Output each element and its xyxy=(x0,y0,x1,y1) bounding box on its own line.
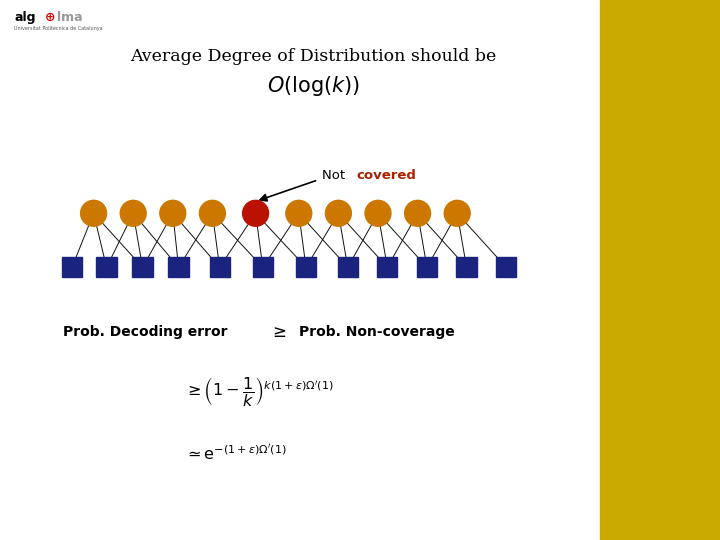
Ellipse shape xyxy=(81,200,107,226)
Bar xyxy=(168,257,189,278)
Text: alg: alg xyxy=(14,11,36,24)
Bar xyxy=(132,257,153,278)
Text: $\geq$: $\geq$ xyxy=(269,323,286,341)
Text: lma: lma xyxy=(57,11,83,24)
Bar xyxy=(456,257,477,278)
Text: covered: covered xyxy=(356,169,416,182)
Ellipse shape xyxy=(365,200,391,226)
Text: ⊕: ⊕ xyxy=(45,11,55,24)
Text: Universitat Politècnica de Catalunya: Universitat Politècnica de Catalunya xyxy=(14,25,103,31)
Ellipse shape xyxy=(286,200,312,226)
Bar xyxy=(210,257,230,278)
Bar xyxy=(496,257,516,278)
Text: Prob. Decoding error: Prob. Decoding error xyxy=(63,325,228,339)
Ellipse shape xyxy=(444,200,470,226)
Bar xyxy=(600,0,720,540)
Ellipse shape xyxy=(160,200,186,226)
Text: $O(\log(k))$: $O(\log(k))$ xyxy=(266,75,360,98)
Bar xyxy=(253,257,273,278)
Bar xyxy=(338,257,358,278)
Text: $\simeq \mathrm{e}^{-(1+\varepsilon)\Omega'(1)}$: $\simeq \mathrm{e}^{-(1+\varepsilon)\Ome… xyxy=(184,444,287,463)
Ellipse shape xyxy=(325,200,351,226)
Bar xyxy=(417,257,437,278)
Ellipse shape xyxy=(120,200,146,226)
Ellipse shape xyxy=(405,200,431,226)
Ellipse shape xyxy=(243,200,269,226)
Bar xyxy=(377,257,397,278)
Text: Prob. Non-coverage: Prob. Non-coverage xyxy=(299,325,454,339)
Bar xyxy=(62,257,82,278)
Bar xyxy=(296,257,316,278)
Text: Not: Not xyxy=(322,169,349,182)
Text: Average Degree of Distribution should be: Average Degree of Distribution should be xyxy=(130,48,496,65)
Bar xyxy=(96,257,117,278)
Text: $\geq \left(1 - \dfrac{1}{k}\right)^{k(1+\varepsilon)\Omega'(1)}$: $\geq \left(1 - \dfrac{1}{k}\right)^{k(1… xyxy=(184,375,333,408)
Ellipse shape xyxy=(199,200,225,226)
